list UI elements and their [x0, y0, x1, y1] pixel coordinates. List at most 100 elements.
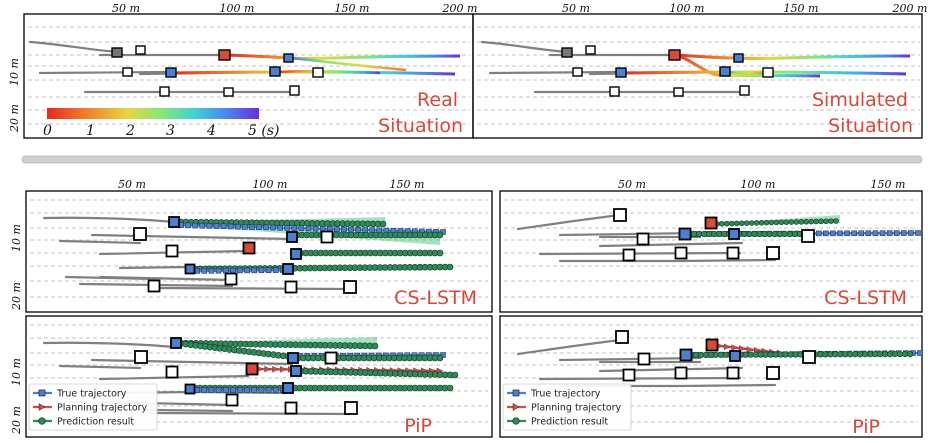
legend-box: [28, 383, 158, 431]
prediction-marker: [768, 219, 775, 226]
vehicle-box: [609, 86, 620, 97]
true-trajectory-marker: [886, 230, 893, 236]
road-history: [58, 364, 142, 370]
true-trajectory-marker: [244, 387, 250, 393]
vehicle-box: [289, 85, 300, 96]
true-trajectory-marker: [213, 223, 220, 229]
target-vehicle: [719, 66, 731, 77]
true-trajectory-marker: [865, 230, 872, 236]
vehicle-box: [622, 248, 636, 262]
road-history: [58, 239, 142, 245]
colorbar-tick: 3: [166, 123, 175, 139]
road-history: [28, 40, 298, 94]
true-trajectory-marker: [208, 268, 215, 274]
y-tick: 10 m: [10, 224, 23, 252]
true-trajectory-marker: [185, 222, 191, 229]
vehicle-box: [184, 263, 196, 275]
prediction-marker: [798, 219, 805, 225]
vehicle-box: [284, 280, 298, 294]
planning-trajectory-marker: [731, 344, 739, 351]
legend-label: Planning trajectory: [57, 403, 148, 414]
target-vehicle: [283, 53, 294, 63]
bottom-vehicles: [133, 208, 816, 415]
legend-label: Planning trajectory: [531, 403, 622, 414]
x-tick: 100 m: [741, 178, 776, 191]
true-trajectory-marker: [823, 230, 829, 237]
planning-trajectory-marker: [739, 345, 746, 352]
vehicle-box: [290, 365, 302, 377]
legend-box: [502, 383, 632, 431]
prediction-marker: [818, 218, 824, 225]
true-trajectory-marker: [230, 267, 236, 274]
vehicle-box: [111, 47, 123, 58]
prediction-marker-icon: [38, 417, 46, 425]
x-tick: 100 m: [670, 2, 705, 15]
vehicle-box: [184, 383, 196, 395]
vehicle-box: [728, 228, 740, 240]
true-trajectory-marker: [917, 350, 923, 356]
vehicle-box: [242, 241, 256, 255]
true-trajectory-marker: [258, 387, 265, 393]
true-trajectory-marker: [270, 224, 276, 231]
vehicle-box: [678, 227, 692, 241]
vehicle-box: [286, 231, 298, 243]
prediction-marker: [446, 263, 454, 271]
prediction-marker: [733, 220, 740, 227]
prediction-marker: [748, 220, 755, 226]
prediction-marker-icon: [512, 417, 520, 425]
true-trajectory-marker: [879, 230, 886, 236]
section-divider: [21, 155, 923, 164]
bottom-trajectories: [171, 215, 923, 393]
panel-cslstm-left-frame: [25, 190, 493, 313]
top-y-ticks: 10 m 20 m: [8, 58, 21, 133]
true-trajectory-marker: [244, 267, 250, 274]
colorbar-tick: 1: [86, 123, 95, 139]
road-history: [598, 366, 744, 373]
true-trajectory-marker: [908, 230, 914, 236]
future-trajectories: [170, 53, 461, 76]
x-tick: 50 m: [618, 178, 646, 191]
vehicle-box: [147, 279, 161, 293]
true-trajectory-marker: [837, 230, 843, 237]
top-panel-simulated-frame: [472, 13, 923, 139]
panel-pip-left-frame: [25, 315, 493, 438]
true-trajectory-marker: [201, 387, 208, 393]
panel-label: PiP: [852, 416, 880, 438]
road-history: [558, 356, 702, 362]
vehicle-box: [679, 348, 693, 362]
vehicle-box: [122, 67, 133, 77]
top-x-ticks-left: 50 m 100 m 150 m 200 m: [112, 2, 477, 15]
legend-label: True trajectory: [56, 389, 127, 400]
prediction-marker: [379, 220, 387, 228]
true-trajectory-marker: [199, 222, 206, 229]
legend-label: Prediction result: [531, 417, 608, 428]
prediction-marker: [833, 218, 839, 224]
true-trajectory-marker: [355, 227, 361, 233]
prediction-marker: [729, 220, 735, 227]
true-trajectory-marker: [263, 224, 269, 231]
vehicle-box: [726, 246, 740, 260]
panel-pip-right-frame: [499, 315, 923, 438]
prediction-marker: [793, 219, 800, 225]
vehicle-box: [613, 208, 627, 222]
prediction-marker: [828, 218, 834, 224]
true-trajectory-marker: [251, 267, 258, 274]
true-trajectory-marker: [872, 230, 879, 236]
vehicle-box: [287, 352, 299, 364]
vehicle-box: [165, 365, 179, 379]
true-trajectory-marker: [208, 387, 215, 393]
x-tick: 200 m: [442, 2, 478, 15]
prediction-marker: [724, 220, 730, 227]
vehicle-box: [766, 366, 780, 380]
planning-trajectory-marker: [264, 365, 272, 373]
road-history: [98, 275, 234, 282]
x-tick: 100 m: [220, 2, 255, 15]
x-tick: 100 m: [253, 178, 288, 191]
vehicle-box: [282, 382, 294, 394]
vehicle-box: [729, 350, 741, 362]
planning-trajectory-marker-icon: [38, 403, 46, 411]
y-tick: 10 m: [10, 358, 23, 386]
colorbar-tick: 5 (s): [248, 123, 279, 139]
true-trajectory-marker-icon: [38, 389, 46, 397]
